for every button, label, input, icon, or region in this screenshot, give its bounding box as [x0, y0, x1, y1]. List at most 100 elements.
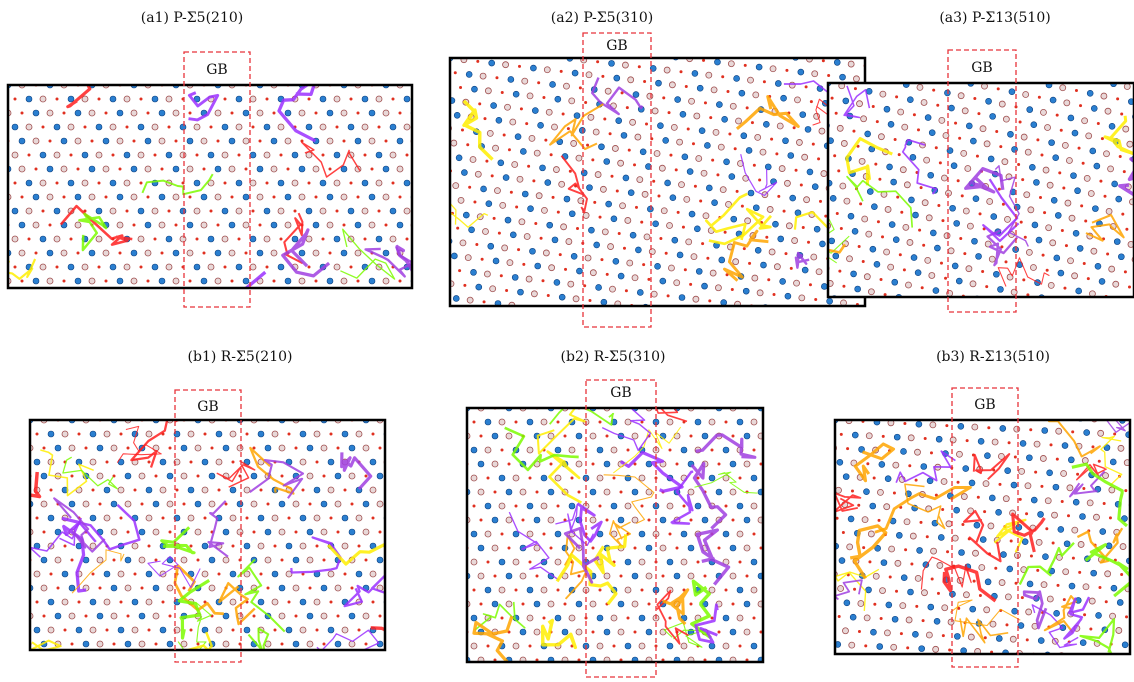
atom [293, 501, 299, 507]
atom [50, 573, 53, 576]
atom [1065, 200, 1071, 206]
atom [922, 244, 925, 247]
atom [1087, 277, 1090, 280]
atom [356, 431, 362, 437]
atom [651, 291, 657, 297]
atom [1084, 175, 1090, 181]
atom [807, 241, 810, 244]
atom [581, 170, 587, 176]
atom [966, 266, 972, 272]
atom [751, 419, 757, 425]
atom [159, 194, 165, 200]
atom [337, 615, 340, 618]
atom [785, 69, 788, 72]
atom [667, 643, 673, 649]
atom [663, 137, 669, 143]
atom [1005, 623, 1008, 626]
atom [232, 461, 235, 464]
atom [89, 166, 95, 172]
atom [61, 250, 67, 256]
atom [879, 461, 885, 467]
atom [783, 210, 786, 213]
atom [835, 112, 838, 115]
atom [744, 517, 750, 523]
atom [858, 601, 864, 607]
atom [406, 154, 409, 157]
atom [203, 168, 206, 171]
atom [120, 433, 123, 436]
atom [522, 78, 528, 84]
atom [1123, 126, 1129, 132]
atom [140, 266, 143, 269]
atom [1096, 612, 1102, 618]
atom [328, 571, 334, 577]
atom [451, 140, 457, 146]
atom [138, 124, 144, 130]
atom [796, 139, 802, 145]
atom [119, 252, 122, 255]
atom [328, 487, 334, 493]
atom [837, 125, 843, 131]
atom [828, 627, 834, 633]
atom [1076, 288, 1082, 294]
atom [243, 278, 249, 284]
atom [103, 138, 109, 144]
atom [494, 575, 497, 578]
atom [480, 603, 483, 606]
atom [861, 116, 867, 122]
atom [534, 517, 540, 523]
atom [365, 475, 368, 478]
atom [979, 594, 982, 597]
atom [928, 172, 934, 178]
atom [524, 234, 530, 240]
atom [47, 250, 53, 256]
atom [222, 124, 228, 130]
atom [132, 543, 138, 549]
atom [264, 124, 270, 130]
atom [306, 124, 312, 130]
atom [19, 138, 25, 144]
atom [362, 180, 368, 186]
atom [168, 126, 171, 129]
atom [330, 517, 333, 520]
atom [921, 99, 927, 105]
atom [471, 86, 477, 92]
atom [196, 238, 199, 241]
atom [363, 501, 369, 507]
atom [752, 275, 758, 281]
atom [1113, 432, 1116, 435]
atom [499, 475, 505, 481]
atom [236, 208, 242, 214]
atom [480, 519, 483, 522]
atom [210, 126, 213, 129]
atom [75, 138, 81, 144]
atom [862, 517, 868, 523]
atom [1062, 142, 1068, 148]
atom [702, 59, 705, 62]
atom [47, 278, 53, 284]
atom [203, 252, 206, 255]
atom [716, 102, 722, 108]
atom [260, 573, 263, 576]
atom [229, 166, 235, 172]
atom [19, 222, 25, 228]
atom [795, 169, 798, 172]
atom [541, 207, 547, 213]
atom [61, 138, 67, 144]
atom [176, 489, 179, 492]
atom [709, 475, 715, 481]
atom [369, 222, 375, 228]
atom [748, 77, 754, 83]
atom [1091, 248, 1097, 254]
atom [702, 283, 708, 289]
atom [21, 112, 24, 115]
atom [1000, 552, 1006, 558]
atom [1025, 149, 1031, 155]
atom [510, 119, 516, 125]
atom [485, 88, 491, 94]
atom [613, 477, 616, 480]
atom [466, 71, 472, 77]
atom [467, 297, 473, 303]
panel-title: (b1) R-Σ5(210) [188, 349, 293, 365]
atom [323, 559, 326, 562]
